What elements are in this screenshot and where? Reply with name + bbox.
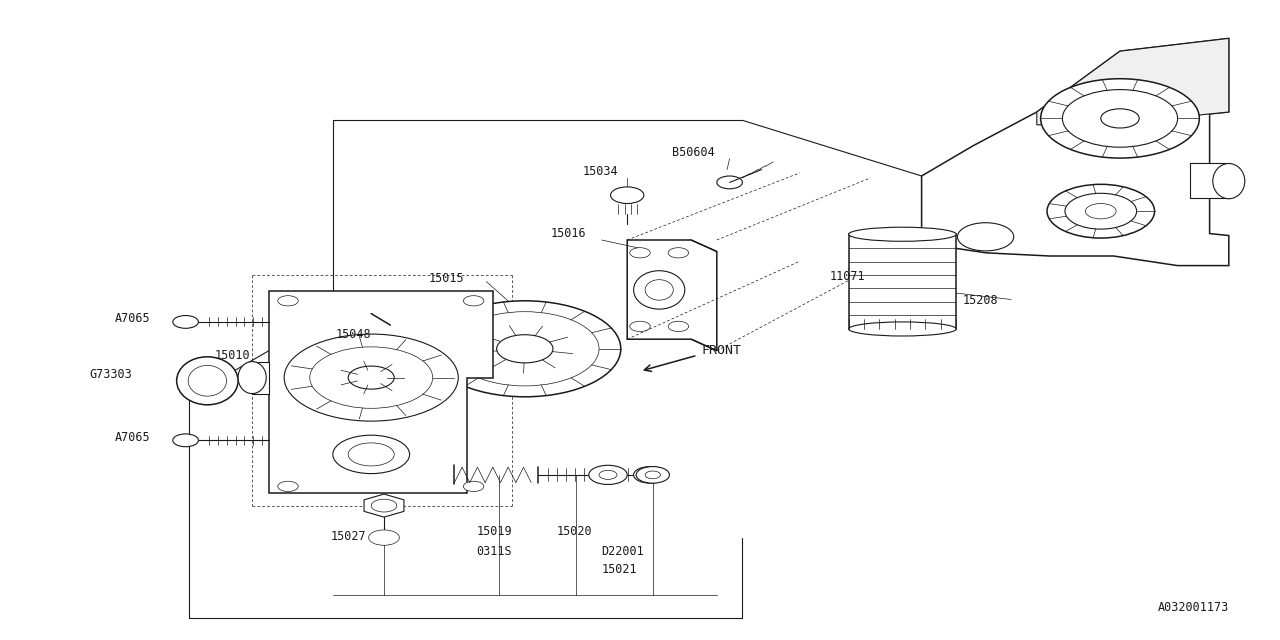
Polygon shape bbox=[269, 291, 493, 493]
Circle shape bbox=[611, 187, 644, 204]
Circle shape bbox=[173, 434, 198, 447]
Text: FRONT: FRONT bbox=[701, 344, 741, 357]
Circle shape bbox=[668, 248, 689, 258]
Text: A7065: A7065 bbox=[115, 431, 151, 444]
Ellipse shape bbox=[238, 362, 266, 394]
Text: 15021: 15021 bbox=[602, 563, 637, 576]
Circle shape bbox=[371, 499, 397, 512]
Text: 15027: 15027 bbox=[330, 530, 366, 543]
Text: 15019: 15019 bbox=[476, 525, 512, 538]
Circle shape bbox=[645, 471, 660, 479]
Circle shape bbox=[429, 301, 621, 397]
Circle shape bbox=[636, 467, 669, 483]
Circle shape bbox=[451, 312, 599, 386]
Circle shape bbox=[497, 335, 553, 363]
Polygon shape bbox=[252, 362, 269, 394]
Text: 15015: 15015 bbox=[429, 272, 465, 285]
Circle shape bbox=[634, 467, 667, 483]
Circle shape bbox=[310, 347, 433, 408]
Circle shape bbox=[717, 176, 742, 189]
Circle shape bbox=[173, 316, 198, 328]
Text: D22001: D22001 bbox=[602, 545, 644, 558]
Circle shape bbox=[1101, 109, 1139, 128]
Text: 15208: 15208 bbox=[963, 294, 998, 307]
Circle shape bbox=[1041, 79, 1199, 158]
Text: 15016: 15016 bbox=[550, 227, 586, 240]
Bar bbox=[1190, 163, 1229, 198]
Ellipse shape bbox=[634, 271, 685, 309]
Text: 15048: 15048 bbox=[335, 328, 371, 340]
Bar bbox=[849, 234, 956, 329]
Ellipse shape bbox=[849, 227, 956, 241]
Circle shape bbox=[333, 435, 410, 474]
Text: 15020: 15020 bbox=[557, 525, 593, 538]
Circle shape bbox=[278, 481, 298, 492]
Circle shape bbox=[630, 321, 650, 332]
Polygon shape bbox=[1037, 38, 1229, 125]
Ellipse shape bbox=[849, 322, 956, 336]
Circle shape bbox=[599, 470, 617, 479]
Text: A032001173: A032001173 bbox=[1157, 602, 1229, 614]
Circle shape bbox=[463, 296, 484, 306]
Circle shape bbox=[668, 321, 689, 332]
Polygon shape bbox=[627, 240, 717, 351]
Ellipse shape bbox=[645, 280, 673, 300]
Ellipse shape bbox=[1213, 164, 1245, 199]
Text: 15034: 15034 bbox=[582, 165, 618, 178]
Circle shape bbox=[284, 334, 458, 421]
Circle shape bbox=[348, 366, 394, 389]
Circle shape bbox=[589, 465, 627, 484]
Polygon shape bbox=[922, 38, 1229, 266]
Circle shape bbox=[1062, 90, 1178, 147]
Ellipse shape bbox=[188, 365, 227, 396]
Text: 15010: 15010 bbox=[215, 349, 251, 362]
Ellipse shape bbox=[177, 357, 238, 405]
Text: 11071: 11071 bbox=[829, 270, 865, 283]
Circle shape bbox=[1085, 204, 1116, 219]
Text: B50604: B50604 bbox=[672, 146, 714, 159]
Text: A7065: A7065 bbox=[115, 312, 151, 325]
Circle shape bbox=[957, 223, 1014, 251]
Polygon shape bbox=[364, 494, 404, 517]
Circle shape bbox=[1047, 184, 1155, 238]
Circle shape bbox=[348, 443, 394, 466]
Circle shape bbox=[630, 248, 650, 258]
Circle shape bbox=[1065, 193, 1137, 229]
Circle shape bbox=[278, 296, 298, 306]
Text: 0311S: 0311S bbox=[476, 545, 512, 558]
Circle shape bbox=[463, 481, 484, 492]
Text: G73303: G73303 bbox=[90, 368, 132, 381]
Circle shape bbox=[369, 530, 399, 545]
